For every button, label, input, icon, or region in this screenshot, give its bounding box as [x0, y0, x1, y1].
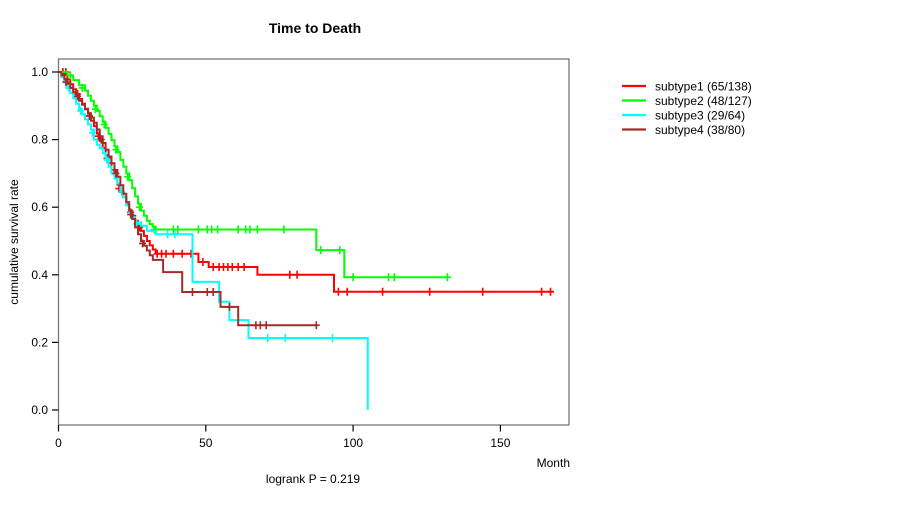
legend-label-subtype2: subtype2 (48/127): [655, 94, 752, 108]
logrank-p-value: logrank P = 0.219: [266, 472, 361, 486]
legend-label-subtype3: subtype3 (29/64): [655, 109, 745, 123]
censor-marks-subtype1: [59, 68, 554, 296]
y-tick-label-0.4: 0.4: [31, 268, 48, 282]
x-tick-label-100: 100: [343, 436, 363, 450]
x-axis-label: Month: [537, 456, 570, 470]
legend-item-subtype3: subtype3 (29/64): [622, 109, 745, 123]
x-tick-label-150: 150: [490, 436, 510, 450]
km-curve-subtype3: [58, 71, 369, 410]
km-curve-subtype2: [58, 71, 448, 279]
y-tick-label-0.6: 0.6: [31, 200, 48, 214]
y-axis-ticks: [52, 71, 59, 411]
legend-item-subtype1: subtype1 (65/138): [622, 80, 752, 94]
x-tick-label-50: 50: [199, 436, 213, 450]
y-tick-label-1.0: 1.0: [31, 65, 48, 79]
chart-title: Time to Death: [269, 20, 361, 36]
y-tick-label-0.8: 0.8: [31, 133, 48, 147]
x-tick-label-0: 0: [55, 436, 62, 450]
plot-box: [57, 58, 570, 426]
legend: subtype1 (65/138) subtype2 (48/127) subt…: [622, 80, 752, 137]
legend-item-subtype4: subtype4 (38/80): [622, 123, 745, 137]
legend-item-subtype2: subtype2 (48/127): [622, 94, 752, 108]
y-axis-label: cumulative survival rate: [7, 179, 21, 305]
y-tick-label-0.0: 0.0: [31, 403, 48, 417]
x-axis-ticks: [57, 425, 501, 432]
y-tick-label-0.2: 0.2: [31, 335, 48, 349]
censor-marks-subtype4: [62, 78, 320, 330]
survival-curves: [58, 68, 554, 410]
legend-label-subtype4: subtype4 (38/80): [655, 123, 745, 137]
censor-marks-subtype2: [66, 71, 451, 282]
censor-marks-subtype3: [65, 83, 336, 342]
legend-label-subtype1: subtype1 (65/138): [655, 80, 752, 94]
